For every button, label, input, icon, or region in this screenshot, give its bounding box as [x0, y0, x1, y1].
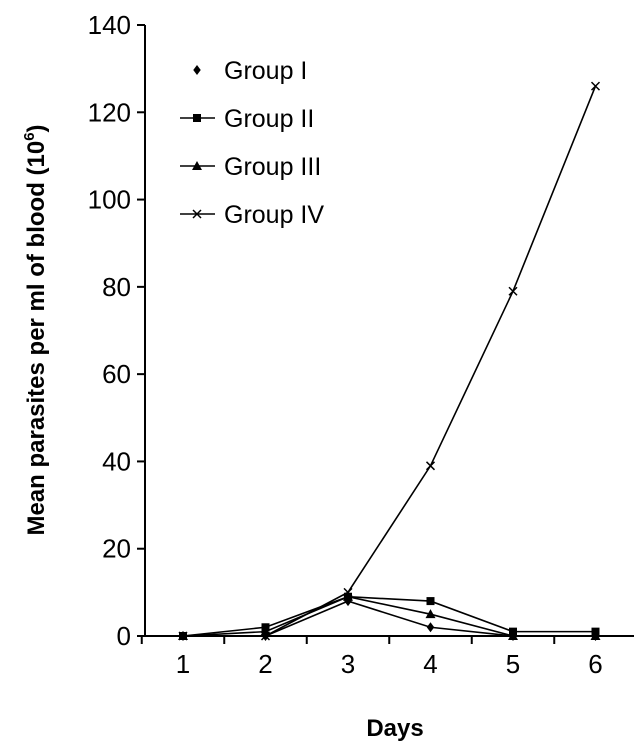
diamond-marker	[193, 65, 201, 75]
legend-label: Group II	[224, 105, 314, 133]
x-marker	[425, 461, 436, 471]
y-tick-label: 140	[88, 10, 131, 40]
x-tick-label: 4	[423, 649, 437, 679]
legend-label: Group I	[224, 57, 307, 85]
x-marker	[192, 209, 202, 219]
x-ticks: 1 2 3 4 5 6	[140, 636, 603, 679]
x-marker-stroke	[260, 631, 271, 641]
y-ticks: 0 20 40 60 80 100 120 140	[88, 10, 145, 651]
y-tick-label: 20	[102, 534, 131, 564]
series-line	[183, 600, 596, 637]
y-axis-title-text: Mean parasites per ml of blood (10	[23, 141, 50, 536]
axes	[144, 25, 634, 637]
triangle-marker	[508, 631, 518, 640]
y-tick-label: 60	[102, 359, 131, 389]
x-marker	[343, 587, 353, 597]
series-line	[182, 595, 596, 637]
x-tick-label: 2	[258, 649, 272, 679]
series-line	[182, 595, 596, 637]
x-marker-stroke	[425, 461, 436, 471]
series-1	[179, 596, 600, 641]
square-marker	[193, 114, 201, 122]
x-axis-title: Days	[366, 715, 423, 742]
x-tick-label: 5	[506, 649, 520, 679]
triangle-marker	[343, 591, 353, 601]
triangle-marker	[192, 161, 202, 170]
legend-item: Group III	[180, 153, 321, 181]
x-marker-stroke	[590, 81, 601, 91]
x-tick-label: 1	[176, 649, 190, 679]
x-marker-stroke	[192, 209, 202, 219]
x-tick-label: 6	[588, 649, 602, 679]
legend-item: Group I	[193, 57, 307, 85]
series-layer	[178, 81, 601, 641]
square-marker	[426, 597, 435, 606]
y-tick-label: 120	[88, 97, 131, 127]
legend-label: Group III	[224, 153, 321, 181]
series-4	[178, 81, 601, 641]
x-marker-stroke	[508, 286, 518, 296]
x-marker	[260, 631, 271, 641]
y-axis-title: Mean parasites per ml of blood (106)	[21, 124, 50, 535]
y-axis-title-close: )	[23, 124, 50, 132]
x-marker-stroke	[343, 587, 353, 597]
legend-label: Group IV	[224, 201, 324, 229]
x-marker	[178, 631, 188, 641]
x-marker	[508, 286, 518, 296]
series-line	[183, 85, 597, 637]
legend-item: Group IV	[180, 201, 324, 229]
x-marker-stroke	[178, 631, 188, 641]
legend-item: Group II	[180, 105, 314, 133]
y-tick-label: 100	[88, 185, 131, 215]
y-tick-label: 40	[102, 446, 131, 476]
x-tick-label: 3	[341, 649, 355, 679]
legend: Group I Group II Group III Group IV	[180, 57, 324, 229]
triangle-marker	[425, 609, 436, 619]
diamond-marker	[426, 622, 435, 633]
y-tick-label: 0	[117, 621, 131, 651]
triangle-marker	[590, 631, 601, 640]
y-tick-label: 80	[102, 272, 131, 302]
y-axis-title-superscript: 6	[21, 132, 38, 140]
x-marker	[590, 81, 601, 91]
